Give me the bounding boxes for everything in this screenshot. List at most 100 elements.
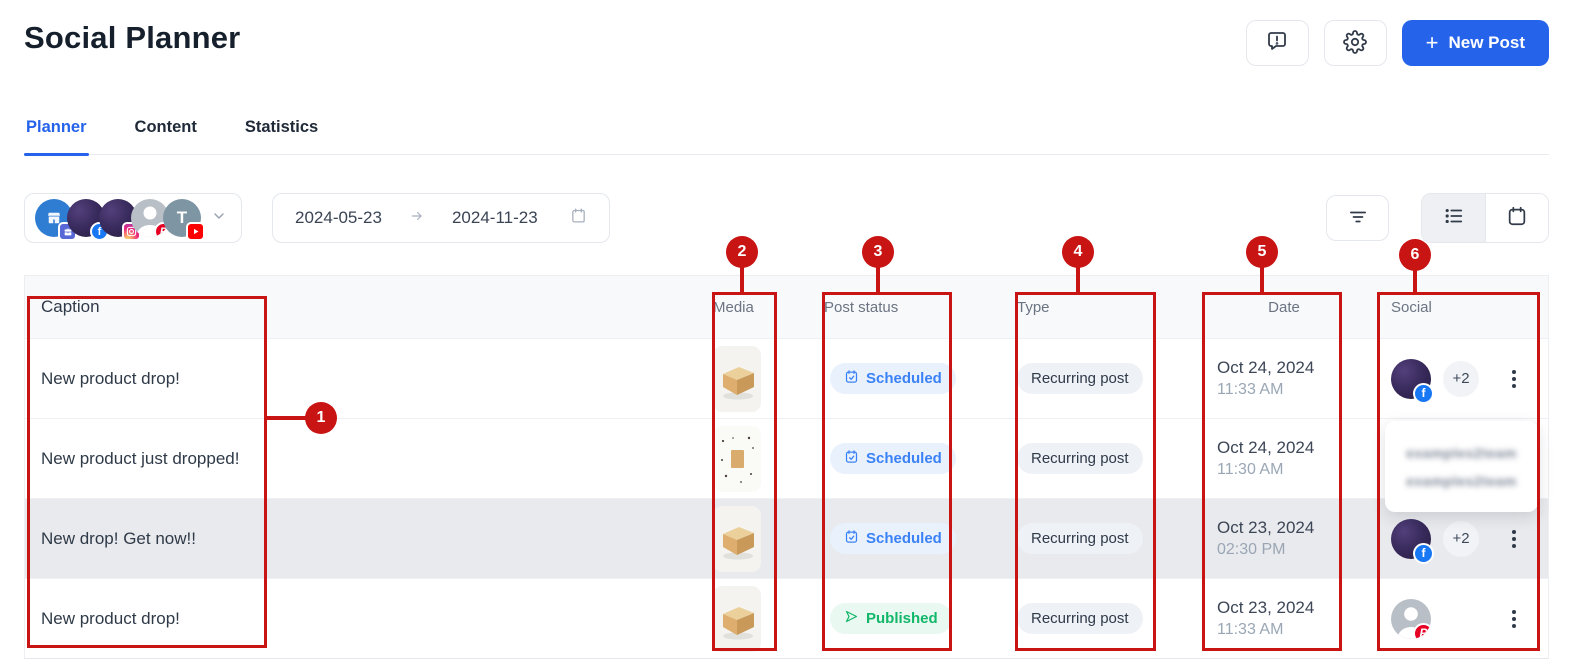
blurred-account-name: examples2team <box>1406 472 1517 489</box>
post-date: Oct 23, 2024 <box>1217 598 1315 617</box>
row-menu-button[interactable] <box>1508 606 1520 632</box>
account-avatar-stack: f P T <box>35 199 205 241</box>
post-date: Oct 24, 2024 <box>1217 358 1315 377</box>
social-accounts-tooltip: examples2team examples2team <box>1385 421 1538 512</box>
table-row[interactable]: New drop! Get now!! Scheduled Recurring … <box>25 498 1548 578</box>
blurred-account-name: examples2team <box>1406 444 1517 461</box>
calendar-check-icon <box>844 529 859 548</box>
row-menu-button[interactable] <box>1508 526 1520 552</box>
more-accounts-count[interactable]: +2 <box>1443 520 1479 557</box>
youtube-account-initial: T <box>176 208 188 227</box>
post-status-cell: Scheduled <box>794 339 984 418</box>
media-thumbnail-wood-box[interactable] <box>713 585 761 652</box>
post-type-cell: Recurring post <box>984 579 1169 658</box>
post-time: 11:33 AM <box>1217 621 1284 638</box>
header-actions: + New Post <box>1245 20 1549 66</box>
col-header-post-status: Post status <box>824 298 899 316</box>
new-post-button[interactable]: + New Post <box>1401 20 1549 66</box>
calendar-view-button[interactable] <box>1485 194 1548 242</box>
more-accounts-count[interactable]: +2 <box>1443 360 1479 397</box>
settings-button[interactable] <box>1323 20 1387 66</box>
status-badge: Scheduled <box>830 523 956 554</box>
new-post-label: New Post <box>1448 33 1525 52</box>
status-label: Scheduled <box>866 370 942 387</box>
send-icon <box>844 609 859 628</box>
post-media-cell <box>697 499 794 578</box>
post-time: 11:33 AM <box>1217 381 1284 398</box>
table-row[interactable]: New product drop! Published Recurring po… <box>25 578 1548 658</box>
media-thumbnail-speckled[interactable] <box>713 425 761 492</box>
social-avatar: f <box>1391 358 1434 404</box>
feedback-button[interactable] <box>1245 20 1309 66</box>
plus-icon: + <box>1425 30 1439 55</box>
col-header-caption: Caption <box>41 297 100 316</box>
facebook-badge-icon: f <box>1413 542 1434 564</box>
social-avatar: P <box>1391 598 1431 639</box>
date-from-value: 2024-05-23 <box>295 208 382 227</box>
post-date-cell: Oct 24, 2024 11:30 AM <box>1169 419 1351 498</box>
youtube-badge-icon <box>186 222 205 241</box>
page-title: Social Planner <box>24 20 241 55</box>
arrow-right-icon <box>408 208 426 228</box>
gear-icon <box>1343 29 1367 57</box>
post-date-cell: Oct 23, 2024 02:30 PM <box>1169 499 1351 578</box>
type-badge: Recurring post <box>1017 363 1143 394</box>
date-to-value: 2024-11-23 <box>451 208 538 227</box>
calendar-icon <box>570 207 587 229</box>
filter-button[interactable] <box>1326 195 1389 241</box>
post-date: Oct 23, 2024 <box>1217 518 1315 537</box>
post-caption: New product drop! <box>41 368 180 388</box>
post-caption: New product just dropped! <box>41 448 240 468</box>
status-badge: Published <box>830 603 952 634</box>
list-view-button[interactable] <box>1422 194 1485 242</box>
media-thumbnail-wood-box[interactable] <box>713 505 761 572</box>
status-label: Scheduled <box>866 530 942 547</box>
col-header-social: Social <box>1391 298 1432 316</box>
media-thumbnail-wood-box[interactable] <box>713 345 761 412</box>
type-badge: Recurring post <box>1017 523 1143 554</box>
business-account-avatar <box>35 199 77 241</box>
table-row[interactable]: New product drop! Scheduled Recurring po… <box>25 338 1548 418</box>
calendar-view-icon <box>1506 205 1528 232</box>
posts-table: Caption Media Post status Type Date Soci… <box>24 275 1549 659</box>
status-label: Scheduled <box>866 450 942 467</box>
post-social-cell: f +2 <box>1351 499 1548 578</box>
chevron-down-icon <box>211 208 227 229</box>
calendar-check-icon <box>844 369 859 388</box>
post-date-cell: Oct 24, 2024 11:33 AM <box>1169 339 1351 418</box>
row-menu-button[interactable] <box>1508 366 1520 392</box>
view-toggle <box>1421 193 1549 243</box>
tab-content[interactable]: Content <box>134 118 197 136</box>
tab-bar: Planner Content Statistics <box>24 118 1549 156</box>
post-media-cell <box>697 579 794 658</box>
table-header-row: Caption Media Post status Type Date Soci… <box>25 276 1548 338</box>
post-media-cell <box>697 339 794 418</box>
post-social-cell: P <box>1351 579 1548 658</box>
tab-planner[interactable]: Planner <box>24 118 89 156</box>
youtube-account-avatar: T <box>163 199 205 241</box>
col-header-date: Date <box>1268 298 1300 316</box>
post-date: Oct 24, 2024 <box>1217 438 1315 457</box>
table-row[interactable]: New product just dropped! Scheduled Recu… <box>25 418 1548 498</box>
feedback-bubble-icon <box>1265 30 1289 57</box>
post-media-cell <box>697 419 794 498</box>
tab-statistics[interactable]: Statistics <box>244 118 319 136</box>
account-selector[interactable]: f P T <box>24 193 242 243</box>
post-status-cell: Scheduled <box>794 499 984 578</box>
post-social-cell: f +2 <box>1351 339 1548 418</box>
status-badge: Scheduled <box>830 363 956 394</box>
facebook-badge-icon: f <box>1413 382 1434 404</box>
calendar-check-icon <box>844 449 859 468</box>
pinterest-badge-icon: P <box>1413 622 1431 639</box>
date-range-picker[interactable]: 2024-05-23 2024-11-23 <box>272 193 610 243</box>
post-time: 11:30 AM <box>1217 461 1284 478</box>
col-header-media: Media <box>713 298 754 316</box>
type-badge: Recurring post <box>1017 443 1143 474</box>
post-type-cell: Recurring post <box>984 419 1169 498</box>
post-status-cell: Scheduled <box>794 419 984 498</box>
pinterest-account-avatar: P <box>131 199 169 237</box>
social-avatar: f <box>1391 518 1434 564</box>
status-badge: Scheduled <box>830 443 956 474</box>
status-label: Published <box>866 610 938 627</box>
